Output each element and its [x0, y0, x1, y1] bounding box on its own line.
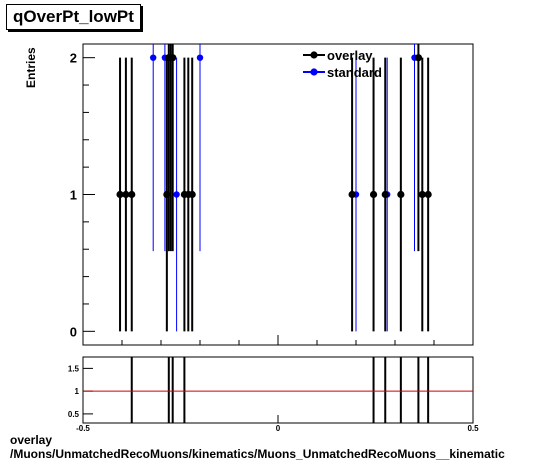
- overlay-point: [116, 190, 124, 199]
- overlay-point: [397, 190, 405, 199]
- overlay-point: [188, 190, 196, 199]
- overlay-point: [348, 190, 356, 199]
- ratio-plot-frame: [82, 356, 474, 424]
- overlay-point: [424, 190, 432, 199]
- standard-point: [196, 54, 204, 61]
- footer-line1: overlay: [10, 433, 53, 447]
- overlay-point: [122, 190, 130, 199]
- standard-point: [150, 54, 157, 61]
- ratio-x-tick-label: 0: [276, 424, 281, 433]
- ratio-y-tick-label: 1.5: [68, 364, 80, 373]
- ratio-x-tick-label: -0.5: [76, 424, 90, 433]
- overlay-point: [418, 190, 426, 199]
- overlay-point: [381, 190, 389, 199]
- overlay-point: [169, 54, 177, 62]
- overlay-point: [414, 54, 422, 62]
- y-tick-label: 1: [70, 188, 77, 203]
- standard-point: [173, 191, 180, 198]
- y-tick-label: 2: [70, 51, 77, 66]
- overlay-point: [369, 190, 378, 199]
- ratio-y-tick-label: 0.5: [68, 410, 80, 419]
- ratio-x-tick-label: 0.5: [467, 424, 479, 433]
- y-tick-label: 0: [70, 324, 77, 339]
- footer-line2: /Muons/UnmatchedRecoMuons/kinematics/Muo…: [10, 447, 505, 461]
- legend-label-overlay: overlay: [327, 48, 373, 63]
- legend-marker: [310, 68, 318, 76]
- ratio-y-tick-label: 1: [75, 387, 80, 396]
- legend-marker: [310, 51, 318, 59]
- chart-title: qOverPt_lowPt: [6, 4, 141, 30]
- legend-label-standard: standard: [327, 65, 382, 80]
- overlay-point: [128, 190, 136, 199]
